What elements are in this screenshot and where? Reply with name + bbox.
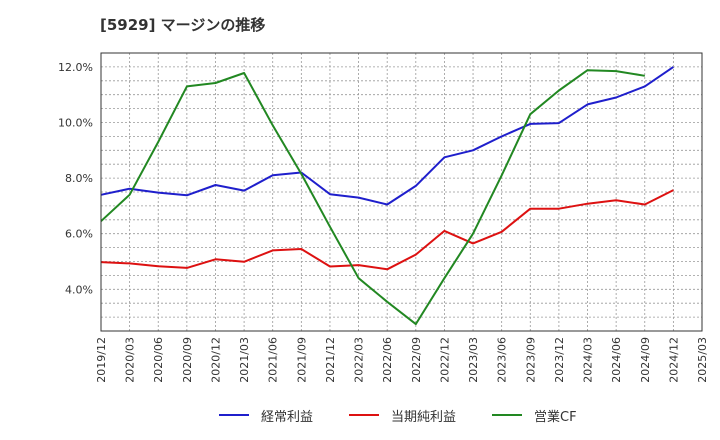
x-tick-label: 2023/09 xyxy=(524,337,537,383)
series-line-2 xyxy=(100,69,645,326)
legend-item-2: 営業CF xyxy=(492,404,577,426)
series-layer xyxy=(100,66,674,326)
series-line-1 xyxy=(100,189,674,271)
legend-item-0: 経常利益 xyxy=(219,404,313,426)
x-tick-label: 2025/03 xyxy=(696,337,709,383)
x-tick-label: 2022/09 xyxy=(410,337,423,383)
x-tick-label: 2020/12 xyxy=(209,337,222,383)
x-tick-label: 2024/03 xyxy=(582,337,595,383)
y-axis-ticks: 4.0% 6.0% 8.0% 10.0% 12.0% xyxy=(58,61,93,296)
x-tick-label: 2022/03 xyxy=(353,337,366,383)
plot-frame xyxy=(100,52,703,332)
legend-label: 営業CF xyxy=(534,409,577,425)
x-tick-label: 2020/03 xyxy=(124,337,137,383)
x-tick-label: 2024/12 xyxy=(667,337,680,383)
x-tick-label: 2020/06 xyxy=(152,337,165,383)
y-tick-label: 4.0% xyxy=(65,283,93,296)
y-tick-label: 10.0% xyxy=(58,117,93,130)
x-tick-label: 2021/03 xyxy=(238,337,251,383)
legend-label: 当期純利益 xyxy=(391,409,457,425)
series-line-0 xyxy=(100,66,674,206)
x-axis-ticks: 2019/12 2020/03 2020/06 2020/09 2020/12 2021/… xyxy=(95,337,709,383)
chart-title: [5929] マージンの推移 xyxy=(100,16,266,34)
y-tick-label: 8.0% xyxy=(65,172,93,185)
x-tick-label: 2019/12 xyxy=(95,337,108,383)
legend-swatch xyxy=(492,414,522,416)
legend-swatch xyxy=(349,414,379,416)
x-tick-label: 2020/09 xyxy=(181,337,194,383)
legend-swatch xyxy=(219,414,249,416)
legend: 経常利益 当期純利益 営業CF xyxy=(0,404,720,428)
y-tick-label: 12.0% xyxy=(58,61,93,74)
x-tick-label: 2024/06 xyxy=(610,337,623,383)
grid-layer xyxy=(101,53,702,332)
x-tick-label: 2024/09 xyxy=(639,337,652,383)
legend-item-1: 当期純利益 xyxy=(349,404,456,426)
x-tick-label: 2023/12 xyxy=(553,337,566,383)
y-tick-label: 6.0% xyxy=(65,228,93,241)
x-tick-label: 2021/09 xyxy=(295,337,308,383)
x-tick-label: 2021/12 xyxy=(324,337,337,383)
x-tick-label: 2021/06 xyxy=(267,337,280,383)
legend-label: 経常利益 xyxy=(261,409,314,425)
x-tick-label: 2023/06 xyxy=(496,337,509,383)
x-tick-label: 2023/03 xyxy=(467,337,480,383)
x-tick-label: 2022/12 xyxy=(438,337,451,383)
x-tick-label: 2022/06 xyxy=(381,337,394,383)
